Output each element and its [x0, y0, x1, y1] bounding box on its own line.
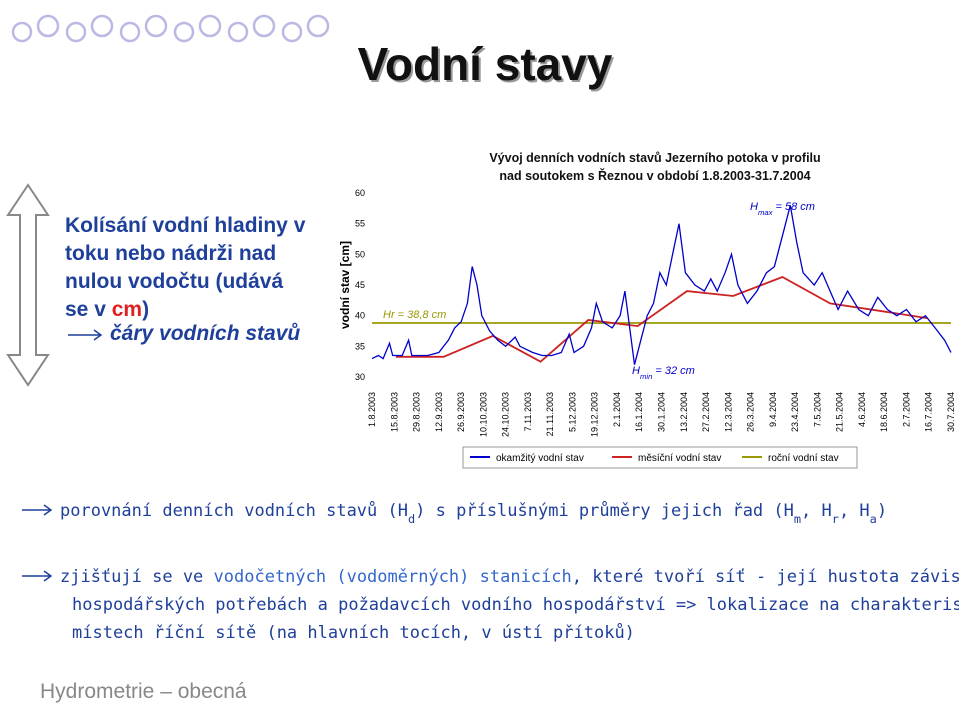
subscript: r — [832, 512, 839, 526]
x-tick-label: 9.4.2004 — [768, 392, 778, 427]
text-line: toku nebo nádrži nad — [65, 242, 276, 265]
footer: Hydrometrie – obecná — [40, 680, 247, 703]
title-shadow: Vodní stavy — [360, 40, 615, 92]
text-segment: nulou vodočtu (udává — [65, 270, 283, 293]
x-tick-label: 15.8.2003 — [389, 392, 399, 432]
x-tick-label: 29.8.2003 — [412, 392, 422, 432]
y-tick-label: 35 — [355, 341, 365, 351]
x-tick-label: 4.6.2004 — [857, 392, 867, 427]
x-tick-label: 21.5.2004 — [835, 392, 845, 432]
text-segment: hospodářských potřebách a požadavcích vo… — [72, 595, 959, 615]
text-line: místech říční sítě (na hlavních tocích, … — [72, 622, 635, 643]
series-line — [395, 276, 928, 363]
x-tick-label: 7.11.2003 — [523, 392, 533, 431]
text-segment: porovnání denních vodních stavů (H — [60, 500, 408, 521]
legend-label: měsíční vodní stav — [638, 453, 721, 464]
text-segment: Hr = 38,8 cm — [383, 309, 446, 321]
y-tick-label: 55 — [355, 219, 365, 229]
x-tick-label: 12.3.2004 — [723, 392, 733, 432]
x-tick-label: 18.6.2004 — [879, 392, 889, 432]
x-tick-label: 2.1.2004 — [612, 392, 622, 427]
text-segment: ) — [142, 298, 149, 321]
text-line: Hr = 38,8 cm — [383, 309, 446, 321]
x-tick-label: 30.7.2004 — [946, 392, 956, 432]
text-line: čáry vodních stavů — [110, 322, 300, 345]
text-segment: se v — [65, 298, 112, 321]
text-segment: H — [750, 201, 758, 213]
x-tick-label: 19.12.2003 — [590, 392, 600, 437]
y-tick-label: 45 — [355, 280, 365, 290]
text-line: Hmin = 32 cm — [632, 365, 695, 381]
arrow — [22, 570, 53, 582]
text-segment: vodočetných (vodoměrných) stanicích — [214, 567, 572, 587]
x-tick-label: 23.4.2004 — [790, 392, 800, 432]
x-tick-label: 16.7.2004 — [924, 392, 934, 432]
subscript: a — [870, 512, 877, 526]
x-tick-label: 10.10.2003 — [478, 392, 488, 437]
x-tick-label: 1.8.2003 — [367, 392, 377, 427]
subscript: d — [408, 512, 415, 526]
text-segment: zjišťují se ve — [60, 567, 214, 587]
arrow — [22, 504, 53, 516]
subscript: m — [794, 512, 801, 526]
text-segment: ) s příslušnými průměry jejich řad (H — [415, 500, 794, 521]
text-segment: ) — [877, 501, 887, 521]
text-segment: = 32 cm — [652, 365, 695, 377]
legend-label: okamžitý vodní stav — [496, 453, 584, 464]
arrow — [68, 329, 103, 341]
x-tick-label: 2.7.2004 — [901, 392, 911, 427]
legend-label: roční vodní stav — [768, 453, 839, 464]
text-segment: čáry vodních stavů — [110, 322, 300, 345]
subscript: min — [640, 372, 652, 381]
text-segment: , H — [839, 501, 870, 521]
subscript: max — [758, 208, 774, 217]
chart-title: Vývoj denních vodních stavů Jezerního po… — [489, 151, 820, 165]
y-tick-label: 60 — [355, 188, 365, 198]
text-segment: cm — [112, 298, 142, 321]
series-line — [371, 205, 952, 365]
x-tick-label: 24.10.2003 — [501, 392, 511, 437]
x-tick-label: 30.1.2004 — [657, 392, 667, 432]
x-tick-label: 16.1.2004 — [634, 392, 644, 432]
text-line: Kolísání vodní hladiny v — [65, 214, 306, 237]
text-line: se v cm) — [65, 298, 149, 321]
y-axis-label: vodní stav [cm] — [338, 241, 352, 329]
x-tick-label: 21.11.2003 — [545, 392, 555, 436]
y-tick-label: 30 — [355, 372, 365, 382]
y-tick-label: 40 — [355, 311, 365, 321]
text-line: nulou vodočtu (udává — [65, 270, 283, 293]
text-segment: , které tvoří síť - její hustota závisí … — [572, 567, 959, 587]
text-line: porovnání denních vodních stavů (Hd) s p… — [60, 500, 887, 526]
text-line: zjišťují se ve vodočetných (vodoměrných)… — [60, 567, 959, 587]
x-tick-label: 26.9.2003 — [456, 392, 466, 432]
text-segment: = 58 cm — [772, 201, 815, 213]
double-arrow — [6, 183, 50, 387]
chart-title: nad soutokem s Řeznou v období 1.8.2003-… — [499, 168, 810, 183]
text-segment: toku nebo nádrži nad — [65, 242, 276, 265]
x-tick-label: 7.5.2004 — [812, 392, 822, 427]
x-tick-label: 26.3.2004 — [746, 392, 756, 432]
x-tick-label: 5.12.2003 — [567, 392, 577, 432]
x-tick-label: 12.9.2003 — [434, 392, 444, 432]
ring-decoration — [11, 14, 330, 43]
text-line: Hmax = 58 cm — [750, 201, 815, 217]
text-segment: místech říční sítě (na hlavních tocích, … — [72, 622, 635, 643]
y-tick-label: 50 — [355, 249, 365, 259]
text-segment: H — [632, 365, 640, 377]
title: Vodní stavy — [358, 38, 613, 90]
text-segment: Kolísání vodní hladiny v — [65, 214, 306, 237]
x-tick-label: 13.2.2004 — [679, 392, 689, 432]
text-line: hospodářských potřebách a požadavcích vo… — [72, 595, 959, 615]
x-tick-label: 27.2.2004 — [701, 392, 711, 432]
text-segment: , H — [801, 501, 832, 521]
legend-box — [462, 446, 858, 469]
